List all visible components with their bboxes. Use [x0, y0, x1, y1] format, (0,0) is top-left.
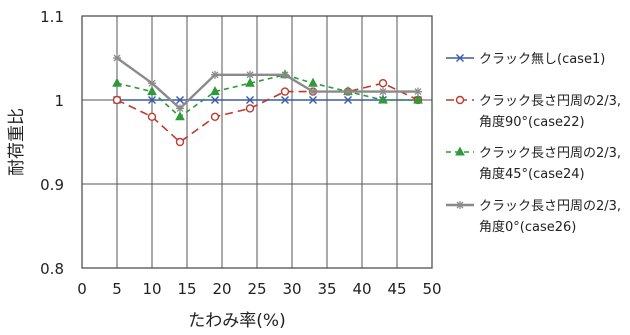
- data-point: [112, 95, 122, 105]
- legend-entry: クラック長さ円周の2/3, 角度45°(case24): [446, 146, 621, 182]
- legend-label: クラック無し(case1): [479, 52, 605, 67]
- data-point: [281, 70, 289, 79]
- data-point: [378, 94, 388, 104]
- data-point: [210, 112, 220, 122]
- data-point: [245, 104, 255, 113]
- legend-label: クラック長さ円周の2/3,: [479, 146, 621, 161]
- legend-entry: クラック長さ円周の2/3, 角度90°(case22): [446, 94, 621, 130]
- x-tick-label: 35: [317, 280, 336, 298]
- legend-label: 角度0°(case26): [479, 219, 576, 235]
- x-tick-label: 25: [247, 280, 266, 298]
- data-point: [176, 96, 184, 104]
- data-point: [281, 96, 289, 104]
- data-point: [308, 77, 318, 87]
- plot-border: [81, 15, 433, 269]
- data-point: [344, 96, 352, 104]
- data-point: [456, 54, 464, 62]
- x-tick-label: 15: [177, 280, 196, 298]
- data-point: [309, 87, 317, 96]
- data-point: [148, 96, 156, 104]
- data-point: [456, 201, 464, 209]
- y-axis-label: 耐荷重比: [7, 108, 27, 176]
- data-point: [414, 87, 422, 96]
- data-point: [455, 95, 465, 105]
- data-point: [112, 77, 122, 87]
- legend-label: 角度90°(case22): [479, 114, 585, 130]
- data-point: [211, 70, 219, 79]
- legend-entry: クラック無し(case1): [446, 52, 605, 67]
- data-point: [413, 94, 423, 104]
- data-point: [245, 77, 255, 87]
- data-point: [210, 86, 220, 96]
- x-axis-label: たわみ率(%): [188, 311, 285, 331]
- data-point: [211, 96, 219, 104]
- series-line: [116, 57, 418, 111]
- data-point: [175, 137, 185, 147]
- x-tick-label: 5: [112, 280, 122, 298]
- data-point: [280, 87, 290, 96]
- series-line: [116, 82, 419, 144]
- x-tick-label: 0: [77, 280, 87, 298]
- data-point: [175, 111, 185, 121]
- data-point: [148, 79, 156, 88]
- data-point: [246, 70, 254, 79]
- y-tick-label: 1.1: [40, 8, 64, 26]
- data-point: [379, 87, 387, 96]
- x-tick-label: 45: [387, 280, 406, 298]
- y-tick-label: 1: [54, 92, 64, 110]
- legend-entry: クラック長さ円周の2/3, 角度0°(case26): [446, 199, 621, 235]
- series-4: [113, 54, 422, 113]
- data-point: [176, 104, 184, 113]
- series-line: [116, 73, 418, 118]
- x-tick-label: 30: [282, 280, 301, 298]
- legend: クラック無し(case1)クラック長さ円周の2/3,角度90°(case22)ク…: [446, 52, 621, 235]
- x-tick-label: 40: [352, 280, 371, 298]
- legend-label: クラック長さ円周の2/3,: [479, 199, 621, 214]
- data-point: [246, 96, 254, 104]
- x-tick-label: 10: [142, 280, 161, 298]
- data-point: [113, 54, 121, 62]
- y-tick-label: 0.8: [40, 260, 64, 278]
- y-tick-label: 0.9: [40, 176, 64, 194]
- data-point: [344, 87, 352, 96]
- legend-label: 角度45°(case24): [479, 166, 585, 182]
- data-point: [309, 96, 317, 104]
- data-point: [378, 78, 388, 88]
- legend-label: クラック長さ円周の2/3,: [479, 94, 621, 109]
- data-point: [147, 112, 157, 122]
- data-point: [147, 86, 157, 96]
- x-tick-label: 50: [422, 280, 441, 298]
- x-tick-label: 20: [212, 280, 231, 298]
- data-point: [455, 146, 465, 156]
